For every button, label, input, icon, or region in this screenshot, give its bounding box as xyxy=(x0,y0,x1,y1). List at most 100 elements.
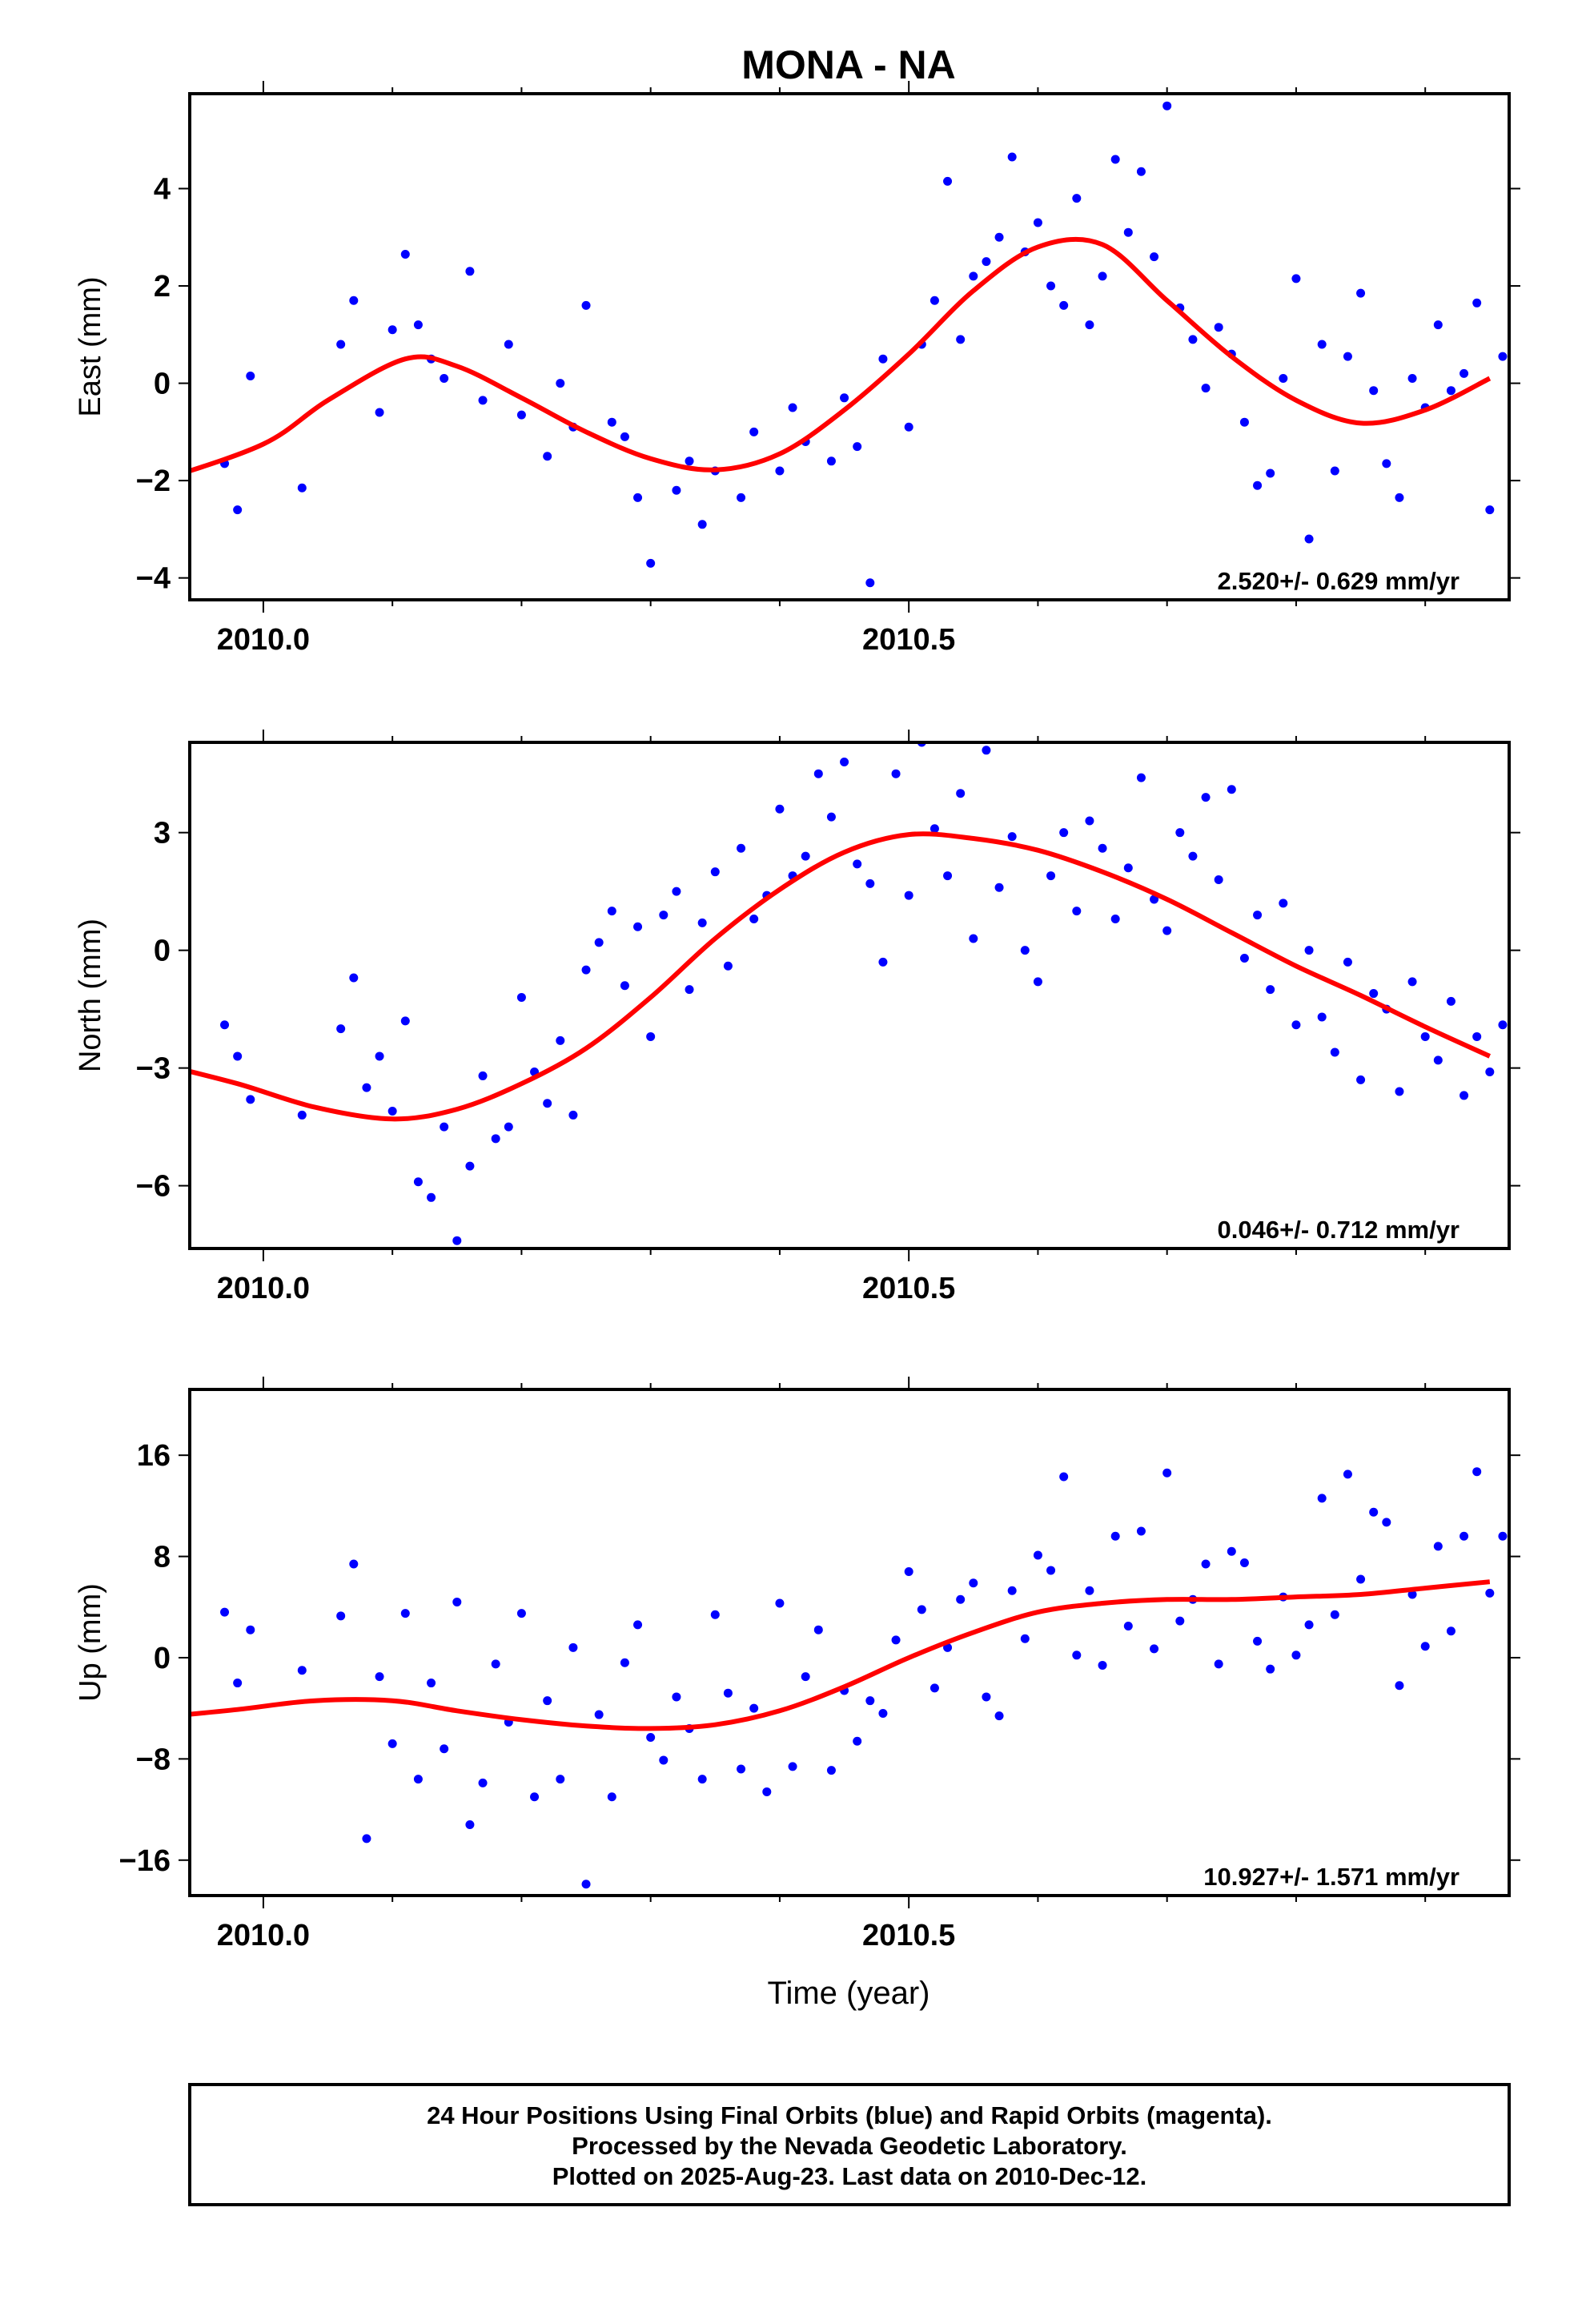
data-point xyxy=(723,961,733,971)
data-point xyxy=(1201,1559,1211,1569)
data-point xyxy=(1266,1664,1275,1674)
data-point xyxy=(1279,374,1288,383)
data-point xyxy=(1304,1620,1314,1630)
data-point xyxy=(1046,1566,1056,1575)
data-point xyxy=(607,907,616,916)
data-point xyxy=(400,1609,410,1618)
data-point xyxy=(413,1775,423,1784)
data-point xyxy=(1072,194,1082,203)
data-point xyxy=(1317,1012,1327,1022)
data-point xyxy=(1343,1470,1352,1479)
data-point xyxy=(556,1775,565,1784)
data-point xyxy=(1356,1574,1366,1584)
data-point xyxy=(1291,1651,1301,1660)
data-point xyxy=(672,1692,681,1702)
data-point xyxy=(556,379,565,388)
data-point xyxy=(710,867,720,877)
data-point xyxy=(607,417,616,427)
data-point xyxy=(349,296,359,305)
data-point xyxy=(1201,793,1211,802)
data-point xyxy=(387,1739,397,1748)
data-point xyxy=(633,493,643,502)
y-tick-label: −3 xyxy=(136,1052,171,1086)
data-point xyxy=(594,1710,604,1719)
data-point xyxy=(516,992,526,1002)
data-point xyxy=(1343,352,1352,361)
data-point xyxy=(917,1605,926,1614)
y-tick-label: −16 xyxy=(119,1844,171,1878)
data-point xyxy=(1162,101,1172,111)
data-point xyxy=(1007,832,1017,842)
data-point xyxy=(1266,985,1275,995)
data-point xyxy=(297,1110,307,1120)
data-point xyxy=(1007,152,1017,162)
data-point xyxy=(1136,1526,1146,1536)
data-points xyxy=(220,742,1508,1245)
data-point xyxy=(1304,946,1314,955)
data-point xyxy=(1395,1087,1404,1096)
data-point xyxy=(478,1778,488,1787)
data-point xyxy=(233,1051,243,1061)
data-point xyxy=(478,1071,488,1080)
data-point xyxy=(387,1107,397,1116)
data-point xyxy=(1446,386,1456,396)
data-point xyxy=(1046,281,1056,291)
data-point xyxy=(387,325,397,335)
data-point xyxy=(994,883,1004,892)
data-point xyxy=(956,335,966,344)
data-point xyxy=(1150,1644,1159,1654)
data-point xyxy=(1227,785,1236,794)
data-point xyxy=(749,1703,759,1713)
data-point xyxy=(1485,1068,1495,1077)
y-tick-label: 0 xyxy=(154,935,171,968)
data-point xyxy=(504,1122,513,1132)
data-point xyxy=(1239,417,1249,427)
data-point xyxy=(620,432,629,441)
data-point xyxy=(853,1736,862,1746)
data-point xyxy=(1188,851,1198,861)
data-point xyxy=(1162,926,1172,935)
data-point xyxy=(1085,816,1094,826)
data-point xyxy=(297,1666,307,1675)
data-point xyxy=(1485,505,1495,515)
data-point xyxy=(1382,459,1391,468)
data-point xyxy=(672,887,681,896)
data-point xyxy=(1201,384,1211,393)
data-point xyxy=(1498,1531,1508,1541)
footer-box xyxy=(188,2083,1511,2206)
data-point xyxy=(1420,1642,1430,1651)
data-point xyxy=(220,1020,230,1030)
data-point xyxy=(1304,534,1314,544)
data-point xyxy=(1460,1531,1469,1541)
data-point xyxy=(762,1787,772,1796)
data-point xyxy=(478,396,488,405)
y-tick-label: 0 xyxy=(154,368,171,401)
y-tick-label: −6 xyxy=(136,1170,171,1204)
data-point xyxy=(737,1764,746,1774)
data-point xyxy=(1279,899,1288,908)
data-point xyxy=(930,1683,939,1693)
data-point xyxy=(1253,911,1263,920)
data-point xyxy=(1407,1590,1417,1599)
data-point xyxy=(904,891,913,900)
y-tick-label: 3 xyxy=(154,817,171,850)
data-point xyxy=(801,1672,810,1682)
data-point xyxy=(1317,1494,1327,1503)
data-point xyxy=(775,1598,785,1608)
data-point xyxy=(904,1567,913,1577)
data-point xyxy=(878,1708,888,1718)
data-point xyxy=(788,403,797,412)
data-point xyxy=(826,456,836,466)
y-tick-label: 4 xyxy=(154,173,171,207)
x-tick-label: 2010.0 xyxy=(217,1272,310,1305)
data-point xyxy=(994,232,1004,242)
data-point xyxy=(543,452,552,461)
data-point xyxy=(930,296,939,305)
data-point xyxy=(1085,320,1094,330)
data-point xyxy=(1150,895,1159,904)
data-point xyxy=(646,558,656,568)
data-point xyxy=(1433,1542,1443,1551)
data-point xyxy=(982,1692,991,1702)
data-point xyxy=(568,1110,578,1120)
